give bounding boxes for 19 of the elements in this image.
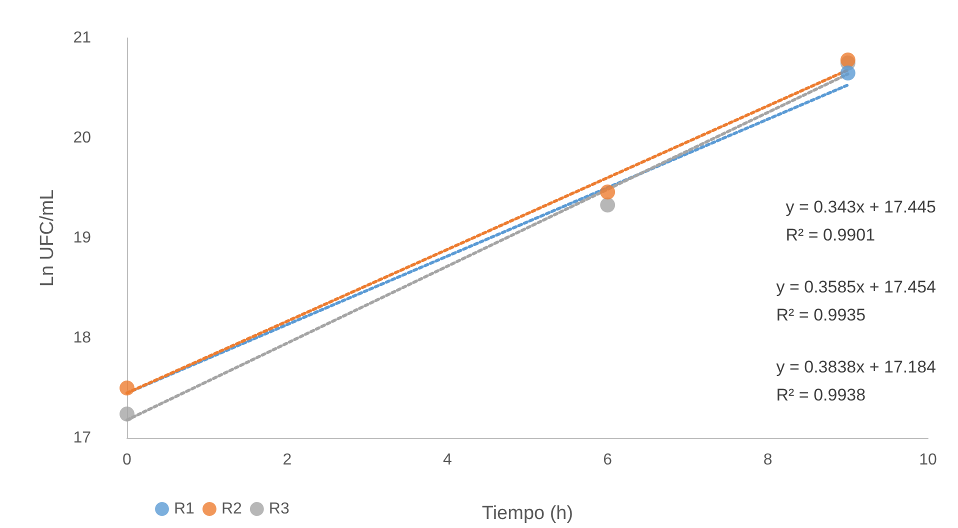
legend-label: R2	[221, 500, 242, 518]
y-tick-label: 18	[73, 330, 92, 346]
x-tick-label: 10	[919, 452, 937, 468]
y-axis-title: Ln UFC/mL	[37, 189, 58, 287]
annotation: y = 0.343x + 17.445 R² = 0.9901	[786, 198, 936, 244]
x-axis-title: Tiempo (h)	[482, 503, 574, 524]
x-tick-label: 6	[603, 452, 612, 468]
y-tick-label: 20	[73, 130, 92, 146]
x-tick-label: 8	[763, 452, 772, 468]
x-tick-label: 4	[442, 452, 452, 468]
y-tick-label: 21	[73, 30, 92, 46]
annotation: y = 0.3838x + 17.184 R² = 0.9938	[776, 358, 936, 404]
x-tick-label: 2	[282, 452, 292, 468]
y-tick-label: 17	[73, 430, 92, 446]
legend-label: R1	[174, 500, 195, 518]
y-tick-label: 19	[73, 230, 92, 246]
x-tick-label: 0	[122, 452, 132, 468]
annotation: y = 0.3585x + 17.454 R² = 0.9935	[776, 278, 936, 324]
legend-label: R3	[268, 500, 290, 518]
